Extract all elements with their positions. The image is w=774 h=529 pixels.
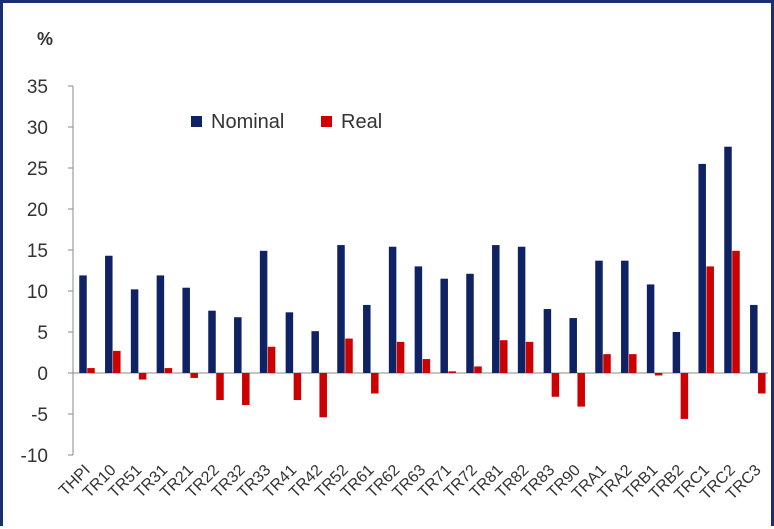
bar-real-tr82 [525, 341, 534, 373]
bar-real-tr83 [551, 373, 560, 397]
bar-real-tr21 [190, 373, 198, 378]
bar-real-tr41 [293, 373, 302, 401]
bar-real-tr51 [138, 373, 147, 380]
bar-real-trc1 [706, 266, 714, 373]
bar-real-tr81 [500, 340, 508, 373]
y-tick-label: 35 [27, 77, 48, 98]
y-tick-label: 10 [27, 282, 48, 303]
bar-real-tr72 [474, 366, 482, 373]
bar-nominal-tr10 [105, 255, 113, 373]
bar-nominal-tr42 [311, 331, 319, 373]
bar-nominal-tr90 [569, 318, 577, 373]
bar-real-trb1 [654, 373, 663, 376]
bar-nominal-tr81 [492, 245, 500, 373]
bar-real-tr32 [242, 373, 250, 405]
bar-nominal-trb1 [646, 284, 655, 373]
bar-real-tra1 [603, 354, 611, 373]
bar-nominal-tr61 [363, 304, 371, 373]
bar-nominal-tr71 [440, 278, 448, 373]
y-tick-label: 30 [27, 118, 48, 139]
bar-nominal-tr72 [466, 273, 474, 373]
bar-nominal-tr52 [337, 245, 345, 373]
y-tick-label: 5 [37, 323, 48, 344]
legend-label-real: Real [341, 111, 382, 133]
y-axis-label: % [37, 29, 53, 49]
bar-nominal-thpi [79, 275, 87, 373]
bar-real-trc2 [732, 250, 740, 373]
bar-nominal-tr83 [543, 309, 552, 373]
bar-real-tr10 [113, 350, 121, 373]
bar-nominal-tr62 [388, 246, 397, 373]
bar-nominal-trc2 [724, 146, 732, 373]
bar-real-tr52 [345, 338, 353, 373]
y-tick-label: -10 [21, 446, 48, 467]
bar-nominal-tr22 [208, 310, 216, 373]
bar-real-tr63 [422, 359, 431, 373]
bar-nominal-tr82 [517, 246, 526, 373]
y-tick-label: 15 [27, 241, 48, 262]
bar-real-tr42 [319, 373, 327, 418]
bar-real-tr61 [371, 373, 379, 394]
bar-real-trb2 [680, 373, 689, 419]
legend-swatch-real [321, 116, 332, 127]
legend-swatch-nominal [191, 116, 202, 127]
bar-real-tr71 [448, 371, 456, 373]
bar-nominal-tr63 [414, 266, 423, 373]
bar-real-trc3 [758, 373, 766, 394]
bar-nominal-tr33 [259, 250, 268, 373]
bar-nominal-trb2 [672, 332, 681, 373]
y-tick-label: -5 [31, 405, 48, 426]
bar-real-tr62 [396, 341, 405, 373]
y-tick-label: 25 [27, 159, 48, 180]
bar-nominal-tra2 [621, 260, 629, 373]
bar-nominal-tr31 [156, 275, 165, 373]
bar-real-tra2 [629, 354, 637, 373]
bar-real-thpi [87, 368, 95, 373]
bar-nominal-trc1 [698, 163, 706, 373]
bar-real-tr90 [577, 373, 585, 407]
y-tick-label: 0 [37, 364, 48, 385]
bar-nominal-tr32 [234, 317, 242, 373]
bar-nominal-tr21 [182, 287, 190, 373]
bar-real-tr31 [164, 368, 173, 373]
legend-label-nominal: Nominal [211, 111, 284, 133]
y-tick-label: 20 [27, 200, 48, 221]
bar-nominal-tr41 [285, 312, 294, 373]
bar-nominal-tra1 [595, 260, 603, 373]
bar-real-tr22 [216, 373, 224, 401]
bar-nominal-trc3 [750, 304, 758, 373]
bar-nominal-tr51 [130, 289, 139, 373]
bar-real-tr33 [267, 346, 276, 373]
